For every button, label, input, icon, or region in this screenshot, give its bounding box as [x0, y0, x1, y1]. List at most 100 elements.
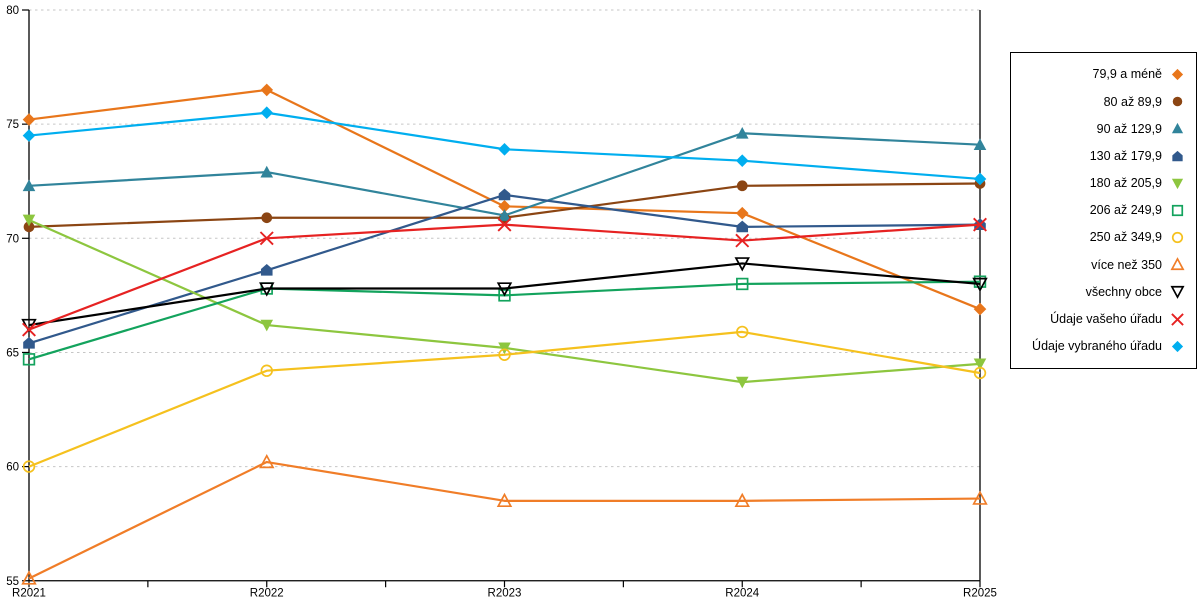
diamond-marker-icon [22, 129, 36, 142]
diamond-marker-icon [1171, 68, 1184, 81]
legend-item: 90 až 129,9 [1017, 120, 1186, 137]
diamond-marker-icon [735, 206, 749, 220]
triangle-down-marker-icon [496, 282, 513, 297]
diamond-marker-icon [498, 200, 511, 213]
legend-triangle-up-icon [1171, 123, 1184, 134]
diamond-marker-icon [260, 83, 274, 97]
series-10 [22, 106, 987, 186]
triangle-up-marker-icon [735, 126, 749, 139]
triangle-up-marker-icon [496, 492, 513, 508]
x-marker-icon [497, 217, 512, 232]
x-tick-label: R2023 [488, 587, 522, 599]
legend-square-icon [1171, 204, 1184, 217]
x-tick-label: R2022 [250, 587, 284, 599]
triangle-up-marker-icon [259, 453, 275, 469]
legend-label: 250 až 349,9 [1089, 230, 1162, 245]
diamond-marker-icon [498, 142, 511, 156]
triangle-up-marker-icon [21, 570, 37, 585]
circle-marker-icon [22, 460, 36, 473]
series-line [28, 262, 981, 327]
circle-marker-icon [260, 364, 273, 377]
triangle-down-marker-icon [259, 282, 275, 297]
legend-item: všechny obce [1017, 283, 1186, 300]
triangle-up-marker-icon [973, 138, 987, 151]
y-tick-label: 65 [6, 347, 19, 359]
square-marker-icon [1171, 204, 1184, 217]
diamond-marker-icon [22, 113, 36, 126]
circle-marker-icon [498, 348, 511, 361]
square-marker-icon [736, 277, 749, 291]
triangle-up-marker-icon [1171, 123, 1184, 134]
series-line [28, 330, 981, 468]
triangle-down-marker-icon [973, 358, 987, 371]
series-2 [22, 126, 987, 221]
legend-label: 80 až 89,9 [1103, 94, 1162, 109]
pentagon-marker-icon [1172, 150, 1183, 161]
legend-item: více než 350 [1017, 256, 1186, 273]
diamond-marker-icon [1171, 340, 1184, 352]
legend-circle-icon [1171, 231, 1184, 244]
square-marker-icon [22, 353, 36, 366]
x-marker-icon [259, 231, 274, 246]
circle-marker-icon [1172, 96, 1183, 107]
circle-marker-icon [23, 221, 35, 233]
diamond-marker-icon [973, 172, 987, 186]
pentagon-marker-icon [498, 188, 511, 201]
legend-label: 130 až 179,9 [1089, 148, 1162, 163]
triangle-down-marker-icon [735, 376, 749, 389]
triangle-up-marker-icon [1170, 257, 1185, 271]
legend-item: 79,9 a méně [1017, 66, 1186, 83]
series-7 [21, 453, 988, 585]
legend-triangle-up-icon [1170, 257, 1185, 271]
x-marker-icon [735, 233, 750, 248]
legend-label: všechny obce [1085, 284, 1162, 299]
legend-label: 180 až 205,9 [1089, 176, 1162, 191]
triangle-down-marker-icon [972, 277, 988, 293]
triangle-down-marker-icon [498, 342, 511, 355]
series-line [28, 460, 981, 580]
legend-label: 90 až 129,9 [1096, 121, 1162, 136]
legend-label: více než 350 [1091, 257, 1162, 272]
legend-item: 250 až 349,9 [1017, 229, 1186, 246]
legend-diamond-icon [1171, 340, 1184, 352]
legend-label: Údaje vašeho úřadu [1050, 311, 1162, 326]
triangle-up-marker-icon [734, 492, 750, 508]
triangle-up-marker-icon [22, 179, 36, 192]
legend-diamond-icon [1171, 68, 1184, 81]
series-4 [22, 214, 987, 389]
legend-item: Údaje vybraného úřadu [1017, 338, 1186, 355]
series-line [28, 223, 981, 331]
y-tick-label: 70 [6, 233, 19, 245]
triangle-down-marker-icon [1171, 178, 1184, 189]
legend-x-icon [1171, 312, 1184, 326]
x-tick-label: R2024 [725, 587, 759, 599]
circle-marker-icon [736, 180, 748, 192]
legend-item: 206 až 249,9 [1017, 202, 1186, 219]
y-tick-label: 60 [6, 462, 19, 474]
legend-circle-icon [1172, 96, 1183, 107]
legend-label: 206 až 249,9 [1089, 203, 1162, 218]
legend-item: Údaje vašeho úřadu [1017, 311, 1186, 328]
y-tick-label: 75 [6, 119, 19, 131]
circle-marker-icon [261, 212, 273, 224]
legend-triangle-down-icon [1171, 178, 1184, 189]
legend-item: 130 až 179,9 [1017, 148, 1186, 165]
triangle-down-marker-icon [260, 319, 274, 332]
series-6 [22, 325, 987, 473]
series-0 [22, 83, 987, 316]
chart-legend: 79,9 a méně 80 až 89,9 90 až 129,9 130 až 1… [1010, 52, 1197, 369]
pentagon-marker-icon [260, 263, 273, 276]
legend-pentagon-icon [1172, 150, 1183, 161]
x-marker-icon [1171, 312, 1184, 326]
triangle-up-marker-icon [972, 490, 988, 505]
triangle-down-marker-icon [22, 214, 36, 227]
diamond-marker-icon [973, 302, 987, 316]
x-tick-label: R2021 [12, 587, 46, 599]
circle-marker-icon [973, 366, 987, 380]
triangle-down-marker-icon [1170, 286, 1185, 300]
x-tick-label: R2025 [963, 587, 997, 599]
triangle-down-marker-icon [734, 257, 750, 272]
legend-triangle-down-icon [1170, 286, 1185, 300]
triangle-up-marker-icon [498, 209, 511, 221]
x-marker-icon [973, 217, 987, 232]
